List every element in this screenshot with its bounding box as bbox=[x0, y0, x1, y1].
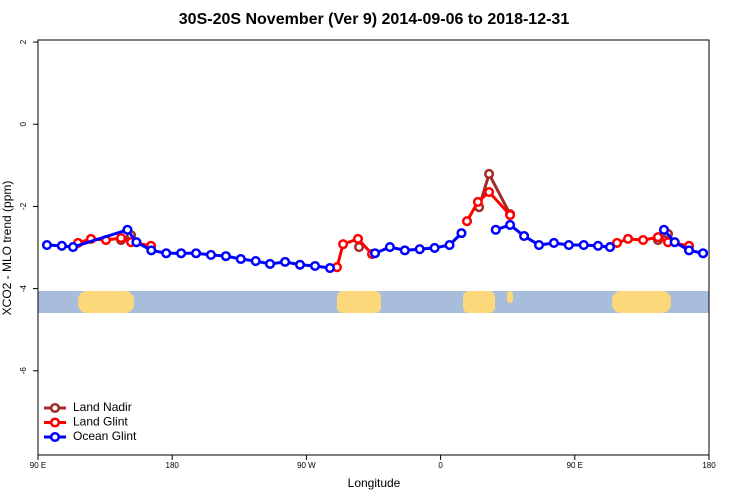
land-patch bbox=[507, 291, 513, 303]
data-point bbox=[697, 248, 709, 259]
data-point bbox=[41, 239, 52, 251]
x-tick-label: 180 bbox=[166, 461, 180, 470]
y-axis-label: XCO2 - MLO trend (ppm) bbox=[0, 181, 14, 316]
data-point bbox=[235, 253, 246, 265]
data-point bbox=[205, 249, 217, 260]
data-point bbox=[67, 242, 79, 253]
x-tick-label: 90 E bbox=[567, 461, 583, 470]
land-patch bbox=[78, 291, 134, 313]
data-point bbox=[519, 230, 530, 242]
data-point bbox=[352, 233, 364, 244]
data-point bbox=[191, 248, 202, 259]
series-line bbox=[120, 169, 669, 242]
data-point bbox=[369, 248, 381, 259]
land-patch bbox=[463, 291, 495, 313]
series-line bbox=[46, 223, 704, 270]
y-tick-label: -2 bbox=[19, 202, 28, 210]
data-point bbox=[220, 251, 231, 262]
chart-title: 30S-20S November (Ver 9) 2014-09-06 to 2… bbox=[179, 11, 570, 28]
plot-frame bbox=[37, 39, 710, 456]
data-point bbox=[652, 232, 664, 243]
data-point bbox=[384, 242, 395, 253]
data-point bbox=[638, 235, 649, 246]
data-point bbox=[444, 239, 455, 251]
data-point bbox=[56, 240, 67, 251]
data-point bbox=[338, 239, 349, 250]
data-point bbox=[484, 168, 495, 180]
y-tick-label: 0 bbox=[19, 121, 28, 126]
data-point bbox=[622, 233, 634, 244]
y-tick-label: -4 bbox=[19, 284, 28, 292]
data-point bbox=[461, 216, 473, 227]
data-point bbox=[456, 228, 467, 239]
data-point bbox=[593, 240, 604, 251]
data-point bbox=[604, 242, 616, 253]
data-point bbox=[264, 258, 276, 269]
data-point bbox=[563, 239, 574, 251]
data-point bbox=[429, 242, 440, 253]
land-patch bbox=[612, 291, 671, 313]
data-point bbox=[505, 219, 516, 230]
y-tick-label: 2 bbox=[19, 39, 28, 44]
data-point bbox=[490, 224, 501, 235]
data-point bbox=[669, 237, 680, 248]
data-point bbox=[505, 209, 516, 221]
data-point bbox=[324, 262, 336, 274]
data-point bbox=[484, 186, 495, 198]
data-point bbox=[309, 260, 321, 272]
x-axis-label: Longitude bbox=[348, 476, 401, 490]
y-tick-label: -6 bbox=[19, 367, 28, 375]
data-point bbox=[131, 237, 142, 248]
legend-marker bbox=[49, 431, 61, 443]
data-point bbox=[578, 239, 589, 251]
x-tick-label: 90 W bbox=[297, 461, 316, 470]
data-point bbox=[280, 256, 291, 267]
data-point bbox=[472, 196, 483, 207]
legend-label: Ocean Glint bbox=[73, 429, 137, 443]
x-tick-label: 180 bbox=[702, 461, 716, 470]
x-tick-label: 0 bbox=[438, 461, 443, 470]
data-point bbox=[683, 245, 695, 256]
legend-label: Land Glint bbox=[73, 415, 128, 429]
data-point bbox=[611, 237, 623, 249]
legend-label: Land Nadir bbox=[73, 400, 132, 414]
land-patch bbox=[337, 291, 381, 313]
x-tick-label: 90 E bbox=[30, 461, 46, 470]
data-point bbox=[414, 244, 425, 255]
data-point bbox=[658, 224, 670, 235]
data-point bbox=[399, 245, 410, 256]
data-point bbox=[161, 248, 172, 259]
data-point bbox=[122, 224, 133, 235]
data-point bbox=[294, 259, 306, 270]
data-point bbox=[250, 256, 261, 267]
series-line bbox=[77, 189, 690, 268]
data-point bbox=[548, 237, 559, 249]
data-point bbox=[146, 245, 157, 256]
data-point bbox=[176, 248, 187, 259]
legend-marker bbox=[49, 402, 61, 414]
data-point bbox=[533, 239, 545, 251]
legend-marker bbox=[49, 417, 61, 428]
data-point bbox=[116, 232, 127, 244]
land-mask bbox=[38, 291, 709, 313]
